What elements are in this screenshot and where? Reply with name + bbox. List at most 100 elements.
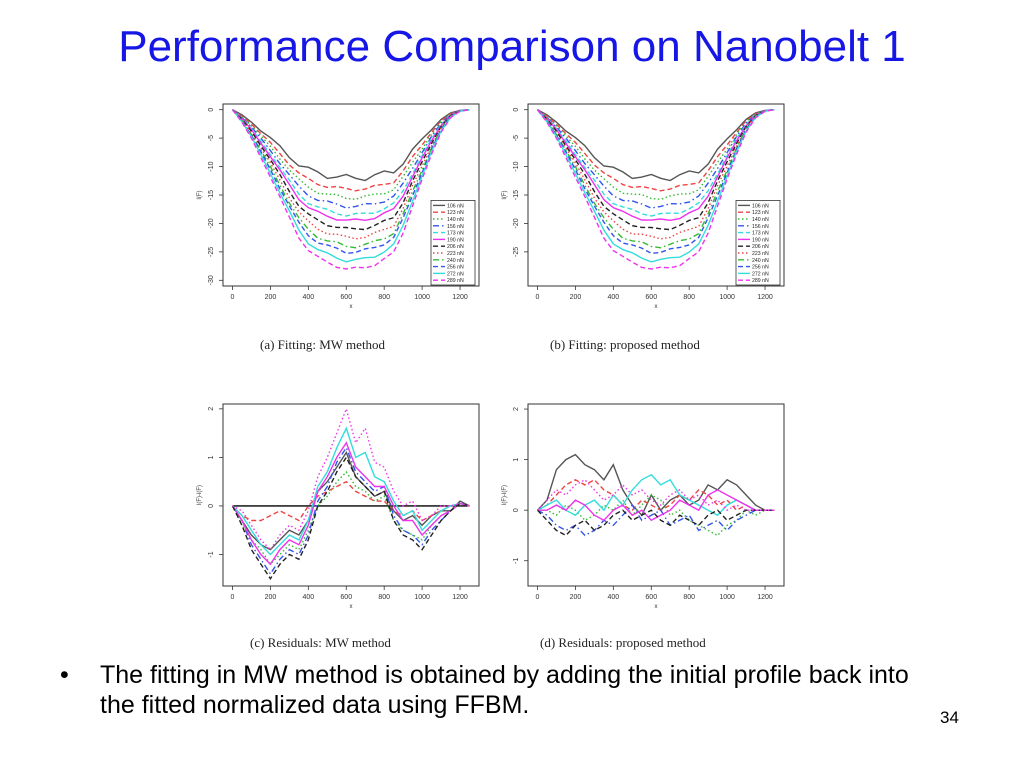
x-tick-label: 400 bbox=[607, 594, 619, 601]
y-axis-label: l(F) bbox=[502, 191, 508, 200]
caption-c: (c) Residuals: MW method bbox=[250, 635, 391, 650]
x-tick-label: 600 bbox=[645, 294, 657, 301]
x-axis-label: x bbox=[655, 304, 658, 310]
series-line bbox=[537, 109, 775, 231]
chart-fitting-proposed: 0 200 400 600 800 1000 1200 0 -5 -10 -15 -20 -25 x l(F… bbox=[500, 98, 800, 320]
plot-frame bbox=[527, 403, 785, 587]
series-line bbox=[231, 109, 470, 249]
y-tick-label: 1 bbox=[208, 455, 215, 459]
legend-label: 106 nN bbox=[447, 203, 464, 209]
x-tick-label: 1000 bbox=[719, 294, 735, 301]
bullet-marker: • bbox=[60, 661, 69, 689]
y-tick-label: 0 bbox=[208, 108, 215, 112]
series-line bbox=[232, 109, 470, 231]
x-tick-label: 400 bbox=[302, 294, 314, 301]
slide-title: Performance Comparison on Nanobelt 1 bbox=[118, 22, 906, 71]
legend-label: 223 nN bbox=[752, 251, 769, 257]
caption-d: (d) Residuals: proposed method bbox=[540, 635, 706, 650]
x-tick-label: 0 bbox=[231, 294, 235, 301]
legend-label: 190 nN bbox=[752, 237, 769, 243]
series-line bbox=[536, 109, 775, 240]
y-tick-label: -1 bbox=[513, 558, 520, 564]
series-line bbox=[232, 109, 470, 217]
legend-label: 156 nN bbox=[447, 224, 464, 230]
caption-a: (a) Fitting: MW method bbox=[260, 337, 386, 352]
x-tick-label: 1200 bbox=[757, 594, 773, 601]
legend-label: 206 nN bbox=[752, 244, 769, 250]
legend-label: 190 nN bbox=[447, 237, 464, 243]
series-line bbox=[231, 480, 470, 522]
series-line bbox=[536, 109, 775, 255]
legend-label: 256 nN bbox=[447, 265, 464, 271]
legend-label: 289 nN bbox=[447, 278, 464, 284]
y-tick-label: -30 bbox=[208, 275, 215, 285]
x-tick-label: 400 bbox=[607, 294, 619, 301]
chart-svg-b: 0 200 400 600 800 1000 1200 0 -5 -10 -15 -20 -25 x l(F… bbox=[502, 103, 785, 310]
x-tick-label: 1000 bbox=[414, 594, 430, 601]
series-line bbox=[536, 453, 775, 517]
x-tick-label: 200 bbox=[570, 294, 582, 301]
legend-label: 140 nN bbox=[752, 217, 769, 223]
y-tick-label: 2 bbox=[208, 407, 215, 411]
x-tick-label: 0 bbox=[536, 294, 540, 301]
legend-label: 256 nN bbox=[752, 265, 769, 271]
series-line bbox=[231, 109, 470, 255]
legend-label: 240 nN bbox=[447, 258, 464, 264]
x-tick-label: 600 bbox=[645, 594, 657, 601]
series-line bbox=[231, 441, 470, 566]
series-line bbox=[231, 446, 470, 576]
series-line bbox=[537, 473, 775, 517]
x-tick-label: 200 bbox=[265, 594, 277, 601]
x-tick-label: 600 bbox=[340, 294, 352, 301]
series-line bbox=[231, 109, 470, 240]
legend-label: 173 nN bbox=[752, 231, 769, 237]
series-line bbox=[232, 109, 470, 209]
x-tick-label: 0 bbox=[231, 594, 235, 601]
plot-frame bbox=[222, 403, 480, 587]
y-tick-label: -5 bbox=[208, 135, 215, 141]
x-tick-label: 800 bbox=[378, 594, 390, 601]
y-tick-label: -20 bbox=[208, 218, 215, 228]
series-line bbox=[536, 109, 775, 263]
series-line bbox=[231, 426, 470, 556]
y-tick-label: 0 bbox=[513, 108, 520, 112]
legend-box bbox=[735, 200, 781, 286]
y-tick-label: -20 bbox=[513, 218, 520, 228]
y-tick-label: -15 bbox=[513, 190, 520, 200]
x-axis-label: x bbox=[350, 304, 353, 310]
y-axis-label: l(F)-l(F) bbox=[197, 485, 203, 505]
y-tick-label: -1 bbox=[208, 551, 215, 557]
x-tick-label: 200 bbox=[265, 294, 277, 301]
y-tick-label: 2 bbox=[513, 407, 520, 411]
x-axis-label: x bbox=[655, 604, 658, 610]
y-tick-label: -10 bbox=[208, 161, 215, 171]
series-line bbox=[537, 503, 775, 537]
x-tick-label: 1000 bbox=[719, 594, 735, 601]
chart-svg-a: 0 200 400 600 800 1000 1200 0 -5 -10 -15 -20 -25 -30 x… bbox=[197, 103, 480, 310]
legend-label: 289 nN bbox=[752, 278, 769, 284]
series-line bbox=[537, 478, 775, 512]
legend-label: 123 nN bbox=[447, 210, 464, 216]
chart-svg-d: 0 200 400 600 800 1000 1200 2 1 0 -1 x l(F)-l(F) bbox=[502, 403, 785, 610]
y-tick-label: -25 bbox=[513, 247, 520, 257]
legend-label: 272 nN bbox=[752, 271, 769, 277]
legend-label: 156 nN bbox=[752, 224, 769, 230]
y-tick-label: 0 bbox=[513, 508, 520, 512]
legend-label: 223 nN bbox=[447, 251, 464, 257]
series-line bbox=[232, 109, 470, 222]
y-tick-label: -15 bbox=[208, 190, 215, 200]
x-tick-label: 1000 bbox=[414, 294, 430, 301]
legend-label: 140 nN bbox=[447, 217, 464, 223]
x-tick-label: 1200 bbox=[452, 594, 468, 601]
series-line bbox=[536, 109, 775, 270]
legend-label: 272 nN bbox=[447, 271, 464, 277]
x-tick-label: 800 bbox=[683, 294, 695, 301]
series-line bbox=[537, 109, 775, 192]
series-line bbox=[232, 109, 470, 192]
y-tick-label: -25 bbox=[208, 247, 215, 257]
series-line bbox=[231, 109, 470, 270]
series-line bbox=[537, 109, 775, 217]
x-tick-label: 1200 bbox=[757, 294, 773, 301]
y-tick-label: 0 bbox=[208, 504, 215, 508]
y-axis-label: l(F) bbox=[197, 191, 203, 200]
